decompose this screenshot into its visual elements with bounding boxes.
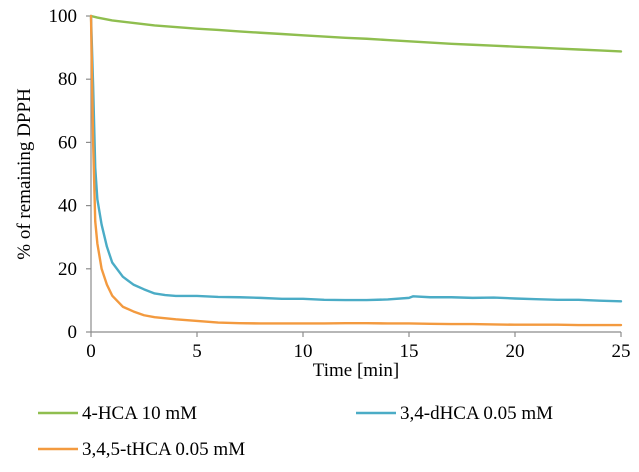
series-group: [89, 14, 623, 327]
y-tick-labels: 0 20 40 60 80 100: [49, 6, 78, 343]
series-line-3-4-dhca-0-05-mm: [89, 14, 623, 303]
y-tick-label: 40: [58, 196, 77, 217]
x-tick-label: 0: [86, 341, 96, 362]
series-line-3-4-5-thca-0-05-mm: [89, 14, 623, 327]
y-tick-label: 20: [58, 259, 77, 280]
x-tick-label: 20: [506, 341, 525, 362]
x-tick-label: 5: [192, 341, 202, 362]
x-axis-title: Time [min]: [313, 360, 399, 381]
y-tick-label: 80: [58, 69, 77, 90]
legend-label-4-hca-10-mm: 4-HCA 10 mM: [82, 403, 197, 424]
y-tick-label: 100: [49, 6, 78, 27]
y-tick-label: 60: [58, 132, 77, 153]
x-tick-label: 15: [400, 341, 419, 362]
x-tick-labels: 0 5 10 15 20 25: [86, 341, 630, 362]
tick-marks: [86, 15, 622, 337]
y-axis-title: % of remaining DPPH: [14, 88, 35, 260]
x-tick-label: 25: [612, 341, 631, 362]
y-tick-label: 0: [68, 322, 78, 343]
series-line-4-hca-10-mm: [89, 14, 623, 53]
legend-label-3-4-dhca-0-05-mm: 3,4-dHCA 0.05 mM: [400, 403, 553, 424]
legend: 4-HCA 10 mM 3,4-dHCA 0.05 mM 3,4,5-tHCA 0.…: [38, 403, 553, 460]
x-tick-label: 10: [294, 341, 313, 362]
legend-label-3-4-5-thca-0-05-mm: 3,4,5-tHCA 0.05 mM: [82, 439, 245, 460]
